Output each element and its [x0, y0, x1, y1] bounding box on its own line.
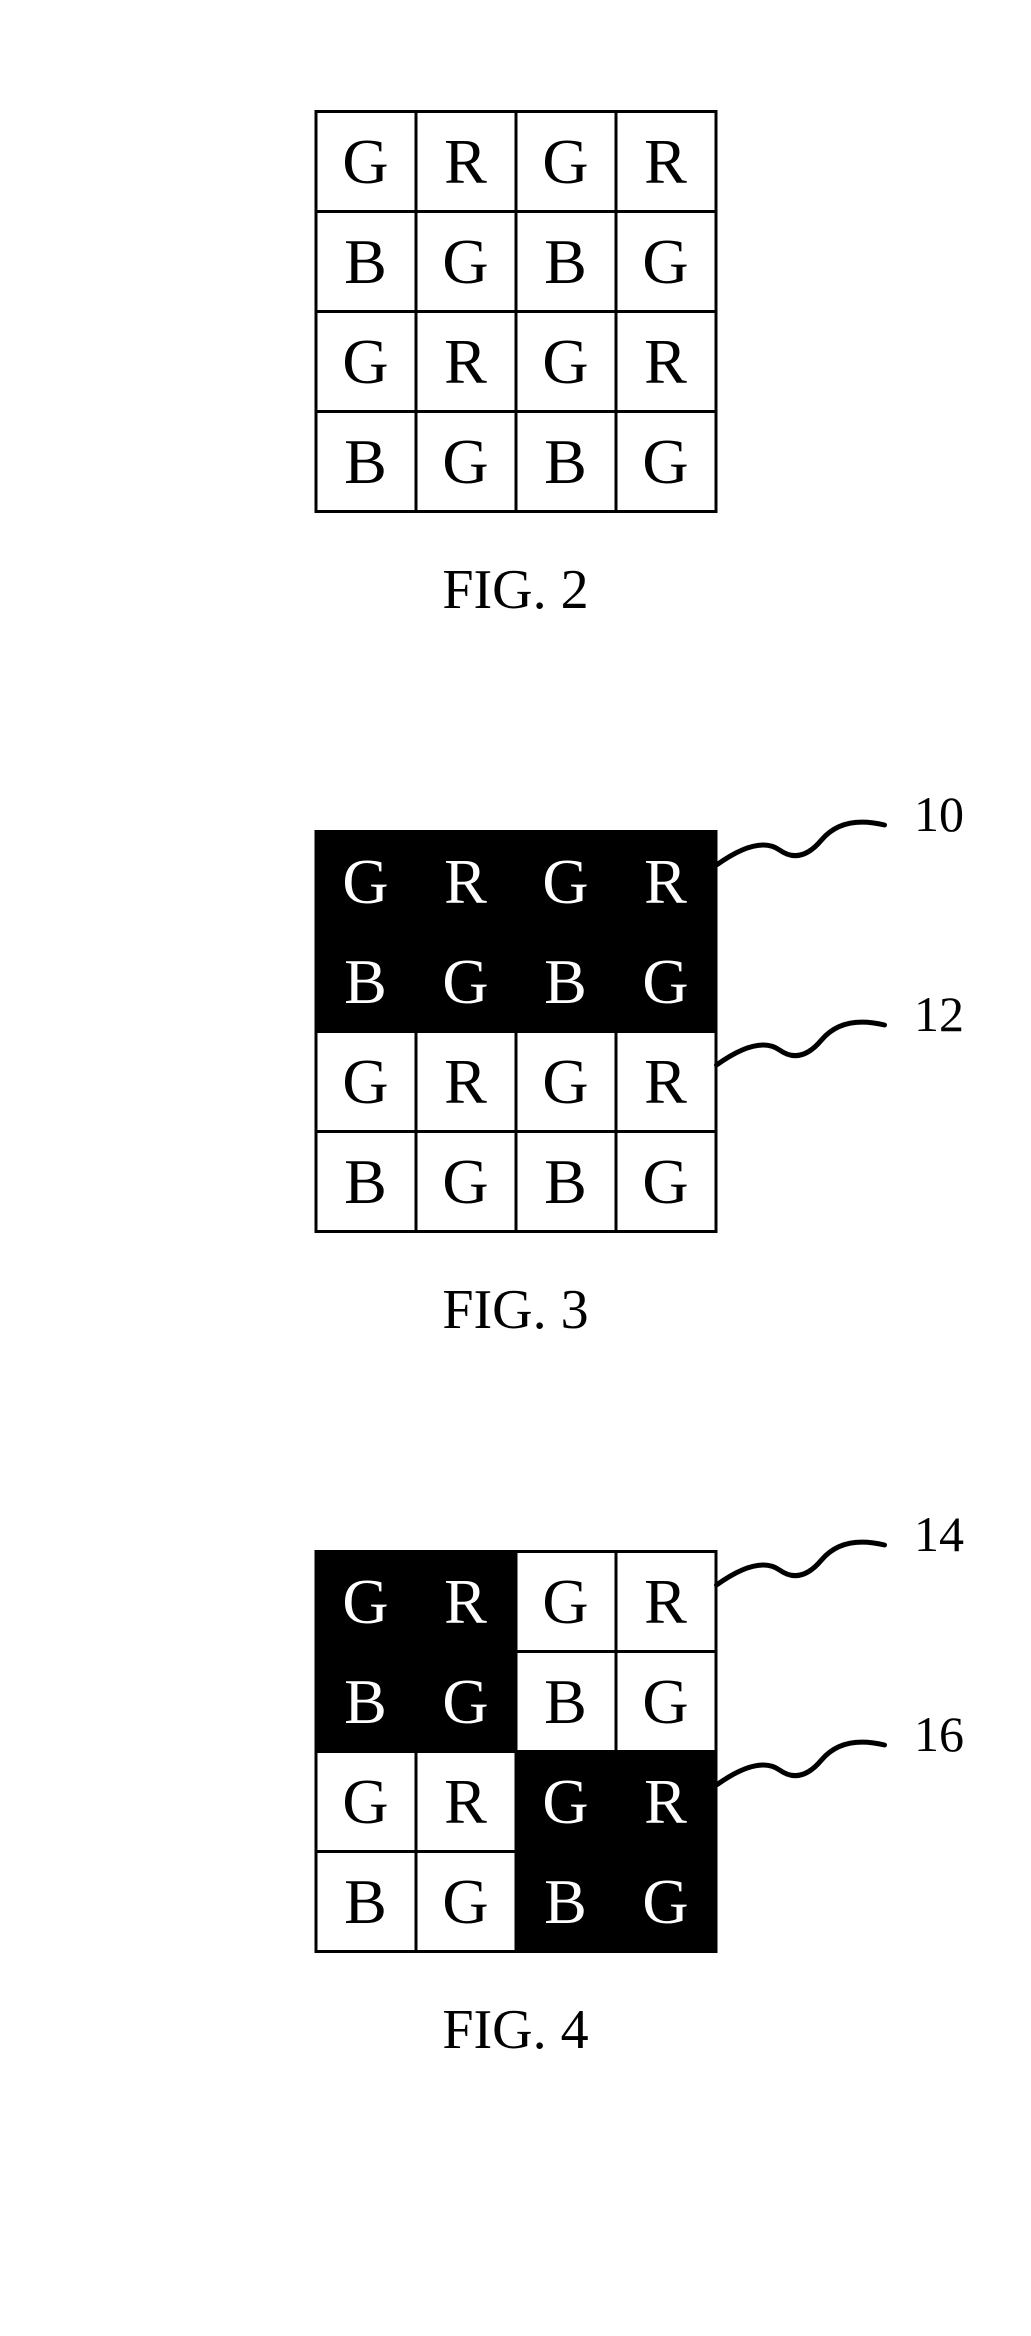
- fig3-caption: FIG. 3: [314, 1278, 717, 1342]
- fig3-cell-r3-c3: G: [616, 1132, 716, 1232]
- fig4-block: GRGRBGBGGRGRBGBG1416 FIG. 4: [314, 1550, 717, 2062]
- fig3-grid-wrap: GRGRBGBGGRGRBGBG1012: [314, 830, 717, 1233]
- fig2-cell-r2-c2: G: [516, 312, 616, 412]
- fig3-cell-r1-c2: B: [516, 932, 616, 1032]
- fig4-cell-r2-c2: G: [516, 1752, 616, 1852]
- fig3-callout-10: 10: [914, 785, 964, 843]
- fig3-cell-r3-c2: B: [516, 1132, 616, 1232]
- fig4-cell-r1-c0: B: [316, 1652, 416, 1752]
- fig4-cell-r1-c2: B: [516, 1652, 616, 1752]
- fig2-cell-r1-c2: B: [516, 212, 616, 312]
- fig2-cell-r0-c1: R: [416, 112, 516, 212]
- fig4-caption: FIG. 4: [314, 1998, 717, 2062]
- fig4-grid-wrap: GRGRBGBGGRGRBGBG1416: [314, 1550, 717, 1953]
- fig3-block: GRGRBGBGGRGRBGBG1012 FIG. 3: [314, 830, 717, 1342]
- fig2-cell-r3-c1: G: [416, 412, 516, 512]
- fig4-cell-r0-c2: G: [516, 1552, 616, 1652]
- fig2-grid: GRGRBGBGGRGRBGBG: [314, 110, 717, 513]
- fig4-cell-r0-c3: R: [616, 1552, 716, 1652]
- fig3-cell-r2-c0: G: [316, 1032, 416, 1132]
- fig3-cell-r2-c1: R: [416, 1032, 516, 1132]
- fig2-grid-wrap: GRGRBGBGGRGRBGBG: [314, 110, 717, 513]
- fig4-callout-16: 16: [914, 1705, 964, 1763]
- fig4-leader-16: [696, 1705, 924, 1865]
- fig3-cell-r0-c0: G: [316, 832, 416, 932]
- fig2-cell-r0-c2: G: [516, 112, 616, 212]
- fig2-cell-r3-c3: G: [616, 412, 716, 512]
- fig2-cell-r2-c0: G: [316, 312, 416, 412]
- fig2-cell-r3-c2: B: [516, 412, 616, 512]
- fig4-cell-r2-c1: R: [416, 1752, 516, 1852]
- fig3-grid: GRGRBGBGGRGRBGBG: [314, 830, 717, 1233]
- fig2-cell-r1-c3: G: [616, 212, 716, 312]
- fig4-cell-r0-c1: R: [416, 1552, 516, 1652]
- fig2-cell-r0-c3: R: [616, 112, 716, 212]
- fig3-cell-r0-c1: R: [416, 832, 516, 932]
- fig3-cell-r1-c3: G: [616, 932, 716, 1032]
- fig4-cell-r1-c1: G: [416, 1652, 516, 1752]
- fig3-leader-12: [696, 985, 924, 1145]
- fig2-cell-r2-c3: R: [616, 312, 716, 412]
- fig4-cell-r2-c3: R: [616, 1752, 716, 1852]
- fig3-cell-r1-c1: G: [416, 932, 516, 1032]
- fig4-leader-14: [696, 1505, 924, 1665]
- fig3-cell-r3-c1: G: [416, 1132, 516, 1232]
- fig2-cell-r2-c1: R: [416, 312, 516, 412]
- fig4-cell-r3-c2: B: [516, 1852, 616, 1952]
- fig4-cell-r1-c3: G: [616, 1652, 716, 1752]
- fig4-callout-14: 14: [914, 1505, 964, 1563]
- fig2-cell-r0-c0: G: [316, 112, 416, 212]
- fig3-callout-12: 12: [914, 985, 964, 1043]
- fig3-cell-r1-c0: B: [316, 932, 416, 1032]
- fig2-caption: FIG. 2: [314, 558, 717, 622]
- fig3-cell-r3-c0: B: [316, 1132, 416, 1232]
- fig4-cell-r0-c0: G: [316, 1552, 416, 1652]
- fig2-cell-r3-c0: B: [316, 412, 416, 512]
- fig4-cell-r3-c0: B: [316, 1852, 416, 1952]
- fig3-leader-10: [696, 785, 924, 945]
- fig3-cell-r0-c2: G: [516, 832, 616, 932]
- fig4-grid: GRGRBGBGGRGRBGBG: [314, 1550, 717, 1953]
- fig4-cell-r3-c1: G: [416, 1852, 516, 1952]
- fig2-cell-r1-c0: B: [316, 212, 416, 312]
- fig3-cell-r2-c2: G: [516, 1032, 616, 1132]
- fig4-cell-r3-c3: G: [616, 1852, 716, 1952]
- fig2-block: GRGRBGBGGRGRBGBGFIG. 2: [314, 110, 717, 622]
- fig3-cell-r2-c3: R: [616, 1032, 716, 1132]
- fig4-cell-r2-c0: G: [316, 1752, 416, 1852]
- fig3-cell-r0-c3: R: [616, 832, 716, 932]
- fig2-cell-r1-c1: G: [416, 212, 516, 312]
